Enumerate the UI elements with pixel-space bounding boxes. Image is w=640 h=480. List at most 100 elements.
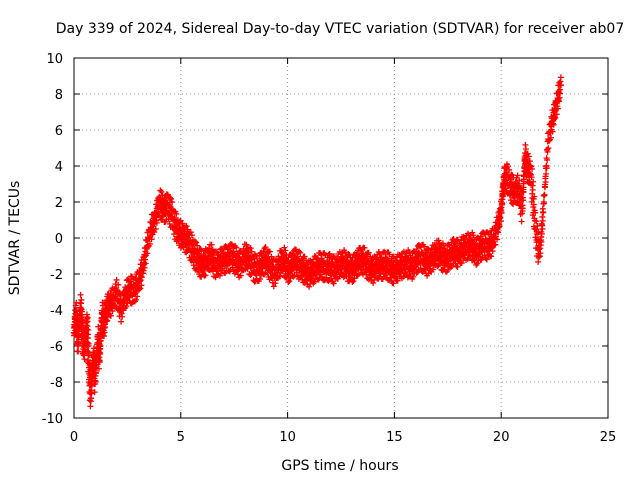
data-point [361,244,368,251]
data-point [558,82,565,88]
y-tick-label: 10 [46,52,63,67]
data-point [557,74,564,81]
y-tick-label: 0 [55,232,63,247]
y-tick-label: -2 [50,268,63,283]
y-tick-label: 2 [55,196,63,211]
data-point [349,279,356,286]
data-point [301,253,308,260]
data-point [318,273,325,280]
data-point [536,246,543,253]
data-point [390,253,397,260]
data-point [119,313,126,320]
data-point [425,246,432,253]
data-point [429,266,436,273]
data-point [306,283,313,290]
data-point [349,254,356,261]
data-point [84,314,91,321]
data-point [282,247,289,254]
data-point [531,193,538,200]
y-tick-label: 4 [55,160,63,175]
data-point [376,250,383,257]
y-axis-label: SDTVAR / TECUs [7,181,23,296]
data-point [519,205,526,212]
data-point [528,174,535,181]
x-tick-label: 10 [279,430,296,445]
data-point [164,191,171,198]
data-point [95,365,102,372]
data-point [152,225,159,232]
x-tick-label: 25 [600,430,617,445]
data-point [79,317,86,324]
data-point [86,360,93,367]
data-point [351,275,358,282]
data-point [326,250,333,257]
data-point [198,247,205,254]
data-point [77,291,84,298]
data-point [394,277,401,284]
data-point [297,249,304,256]
data-point [522,146,529,153]
data-point [166,220,173,227]
data-point [435,237,442,244]
data-point [243,241,250,248]
data-point [299,276,306,283]
data-point [219,265,226,272]
data-point [427,267,434,274]
data-point [109,308,116,315]
data-point [377,271,384,278]
data-point [188,232,195,239]
data-point [97,345,104,352]
data-point [386,251,393,258]
data-point [492,241,499,248]
data-point [192,238,199,245]
x-tick-label: 5 [177,430,185,445]
data-point [532,209,539,216]
data-point [557,90,564,97]
data-point [123,303,130,310]
data-point [173,210,180,217]
data-point [141,264,148,271]
data-point [330,280,337,287]
data-point [470,232,477,239]
data-point [118,318,125,325]
data-point [310,256,317,263]
y-tick-label: 6 [55,124,63,139]
data-point [194,242,201,249]
data-point [547,134,554,141]
data-point [549,128,556,135]
data-point [518,218,525,225]
grid-lines [74,58,608,418]
data-point [296,248,303,255]
data-point [84,335,91,342]
x-tick-label: 20 [493,430,510,445]
data-point [184,234,191,241]
data-point [482,255,489,262]
data-point [187,229,194,236]
y-tick-label: -4 [50,304,63,319]
data-point [235,271,242,278]
data-point [448,263,455,270]
data-point [340,274,347,281]
data-point [525,153,532,160]
data-point [541,191,548,198]
data-point [287,268,294,275]
data-point [208,241,215,248]
data-point [85,326,92,333]
y-tick-label: -6 [50,340,63,355]
data-point [454,236,461,243]
data-point [524,150,531,157]
data-point [483,256,490,263]
data-point [488,253,495,260]
axis-ticks: 0 5 10 15 20 25 -10 -8 -6 -4 -2 0 2 4 6 8 10 [42,52,617,445]
data-point [155,210,162,217]
data-point [140,267,147,274]
data-point [247,245,254,252]
data-point [257,250,264,257]
data-point [539,208,546,215]
data-point [350,278,357,285]
data-point [496,223,503,230]
data-point [535,254,542,261]
data-point [530,201,537,208]
data-point [513,199,520,206]
